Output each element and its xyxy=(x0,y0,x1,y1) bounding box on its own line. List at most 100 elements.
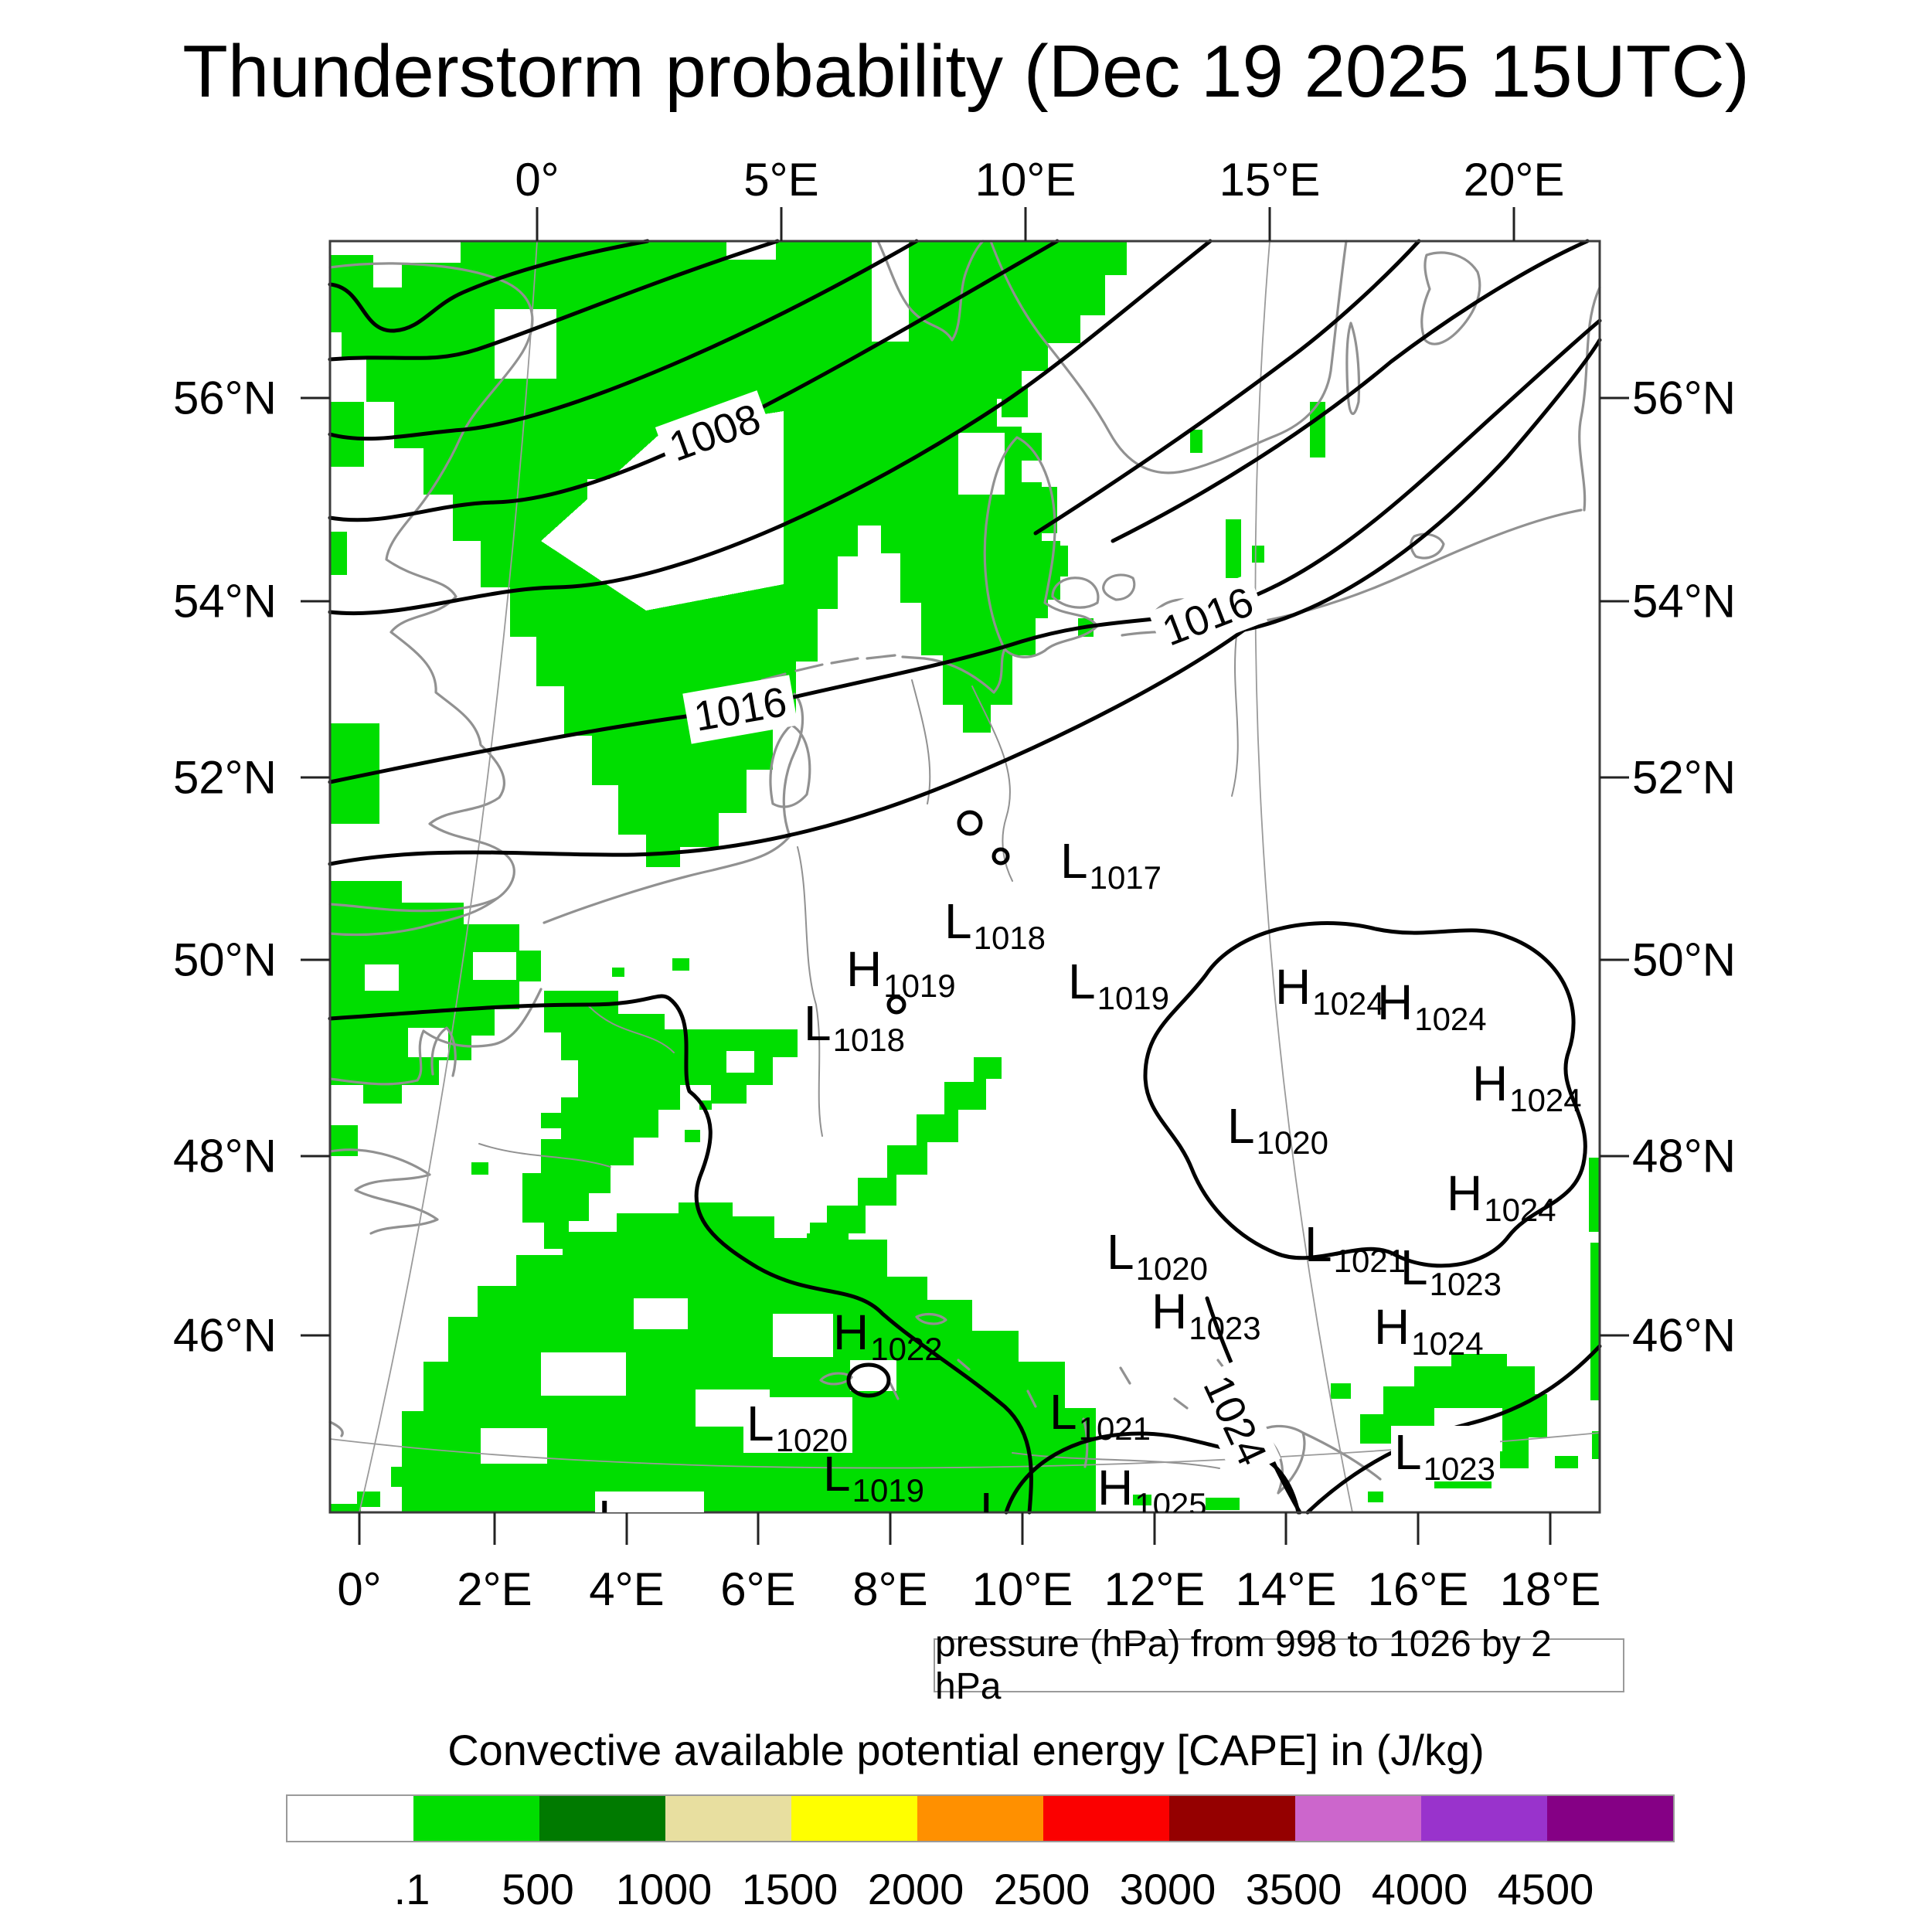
contour-label-1008: 1008 xyxy=(655,390,775,475)
axis-label-bottom: 8°E xyxy=(852,1563,928,1615)
pressure-marker-H1023: H1023 xyxy=(1151,1287,1261,1345)
axis-ticks xyxy=(301,207,1629,1545)
axis-label-right: 48°N xyxy=(1632,1130,1736,1182)
axis-label-top: 0° xyxy=(515,154,560,206)
axis-label-bottom: 16°E xyxy=(1367,1563,1469,1615)
cape-colorbar-title: Convective available potential energy [C… xyxy=(447,1726,1485,1774)
marker-value: 1018 xyxy=(973,920,1046,956)
cape-tick-label: 4000 xyxy=(1371,1865,1468,1913)
axis-label-right: 46°N xyxy=(1632,1309,1736,1362)
pressure-marker-L1018: L1018 xyxy=(804,995,905,1056)
pressure-marker-L1020: L1020 xyxy=(1227,1101,1328,1159)
cape-color-cell xyxy=(791,1796,917,1841)
axis-label-bottom: 10°E xyxy=(971,1563,1073,1615)
pressure-marker-L1019: L1019 xyxy=(595,1492,705,1512)
axis-label-bottom: 6°E xyxy=(720,1563,796,1615)
marker-letter: L xyxy=(1400,1240,1428,1295)
axis-label-right: 54°N xyxy=(1632,575,1736,628)
pressure-marker-H1024: H1024 xyxy=(1447,1168,1556,1226)
cape-tick-label: 4500 xyxy=(1497,1865,1594,1913)
isobar-layer xyxy=(328,239,1602,1515)
cape-tick-label: 1000 xyxy=(615,1865,713,1913)
marker-value: 1024 xyxy=(1509,1082,1582,1118)
marker-letter: L xyxy=(1304,1216,1332,1272)
cape-colorbar xyxy=(286,1794,1675,1842)
axis-label-bottom: 0° xyxy=(337,1563,382,1615)
pressure-marker-L1019: L1019 xyxy=(823,1449,924,1507)
cape-tick-label: 2000 xyxy=(867,1865,964,1913)
axis-label-bottom: 14°E xyxy=(1235,1563,1337,1615)
marker-value: 1017 xyxy=(1089,859,1162,896)
axis-label-bottom: 2°E xyxy=(457,1563,532,1615)
cape-tick-label: 500 xyxy=(502,1865,574,1913)
pressure-marker-L1018: L1018 xyxy=(944,893,1046,954)
cape-color-cell xyxy=(1547,1796,1673,1841)
page-title: Thunderstorm probability (Dec 19 2025 15… xyxy=(182,30,1750,113)
marker-value: 1023 xyxy=(1429,1266,1502,1302)
marker-value: 1018 xyxy=(832,1022,906,1058)
cape-color-cell xyxy=(917,1796,1043,1841)
marker-letter: H xyxy=(846,941,883,997)
marker-value: 1020 xyxy=(1256,1124,1329,1161)
marker-letter: L xyxy=(944,893,972,949)
pressure-marker-H1025: H1025 xyxy=(1097,1463,1207,1513)
marker-value: 1024 xyxy=(1312,985,1385,1022)
cape-color-cell xyxy=(1421,1796,1547,1841)
axis-label-bottom: 18°E xyxy=(1499,1563,1601,1615)
cape-color-cell xyxy=(1169,1796,1295,1841)
map-frame xyxy=(328,240,1601,1514)
pressure-legend-text: pressure (hPa) from 998 to 1026 by 2 hPa xyxy=(935,1624,1552,1707)
pressure-marker-L1020: L1020 xyxy=(1107,1227,1208,1285)
marker-letter: H xyxy=(1374,1299,1410,1355)
marker-value: 1025 xyxy=(1134,1486,1207,1513)
contour-label-1016: 1016 xyxy=(682,675,798,744)
cape-color-cell xyxy=(539,1796,665,1841)
axis-label-top: 15°E xyxy=(1219,154,1321,206)
marker-value: 1021 xyxy=(1333,1243,1406,1279)
cape-color-cell xyxy=(665,1796,791,1841)
map-overlay: L1017 L1018 H1019 L1018 L1019 H1024 H1024 H1024… xyxy=(330,241,1600,1512)
marker-letter: L xyxy=(823,1446,851,1502)
marker-value: 1024 xyxy=(1411,1325,1484,1362)
cape-tick-label: .1 xyxy=(393,1865,430,1913)
axis-label-top: 5°E xyxy=(743,154,819,206)
axis-label-left: 54°N xyxy=(172,575,277,628)
axis-label-left: 52°N xyxy=(172,751,277,804)
marker-letter: H xyxy=(1377,975,1413,1030)
marker-value: 1023 xyxy=(1189,1310,1261,1346)
marker-letter: L xyxy=(1049,1384,1077,1440)
marker-value: 1023 xyxy=(1423,1451,1496,1487)
cape-tick-label: 2500 xyxy=(993,1865,1090,1913)
pressure-marker-H1024: H1024 xyxy=(1374,1299,1484,1360)
marker-value: 1024 xyxy=(1484,1192,1556,1228)
marker-letter: H xyxy=(833,1304,869,1360)
axis-label-top: 10°E xyxy=(975,154,1077,206)
pressure-marker-H1024: H1024 xyxy=(1472,1059,1582,1117)
pressure-marker-L1021: L1021 xyxy=(1304,1216,1406,1277)
axis-label-right: 50°N xyxy=(1632,934,1736,986)
marker-value: 1020 xyxy=(1135,1250,1209,1287)
axis-label-bottom: 12°E xyxy=(1104,1563,1206,1615)
cape-tick-label: 1500 xyxy=(741,1865,838,1913)
cape-color-cell xyxy=(287,1796,413,1841)
marker-letter: H xyxy=(1275,959,1311,1015)
marker-letter: L xyxy=(804,995,832,1051)
cape-color-cell xyxy=(413,1796,539,1841)
marker-value: 1021 xyxy=(1078,1410,1151,1447)
pressure-marker-L1023: L1023 xyxy=(1391,1426,1501,1485)
pressure-marker-L1020: L1020 xyxy=(743,1397,853,1457)
axis-label-right: 56°N xyxy=(1632,372,1736,424)
marker-value: 1024 xyxy=(1414,1001,1487,1037)
pressure-marker-L1019: L1019 xyxy=(1068,954,1169,1015)
marker-letter: L xyxy=(1060,833,1088,889)
marker-letter: L xyxy=(980,1482,1008,1512)
marker-value: 1019 xyxy=(1097,980,1170,1016)
marker-letter: L xyxy=(1068,954,1096,1009)
pressure-legend-box: pressure (hPa) from 998 to 1026 by 2 hPa xyxy=(934,1624,1624,1707)
cape-tick-label: 3000 xyxy=(1119,1865,1216,1913)
axis-label-right: 52°N xyxy=(1632,751,1736,804)
marker-value: 1019 xyxy=(883,968,956,1004)
marker-value: 1020 xyxy=(775,1422,849,1458)
